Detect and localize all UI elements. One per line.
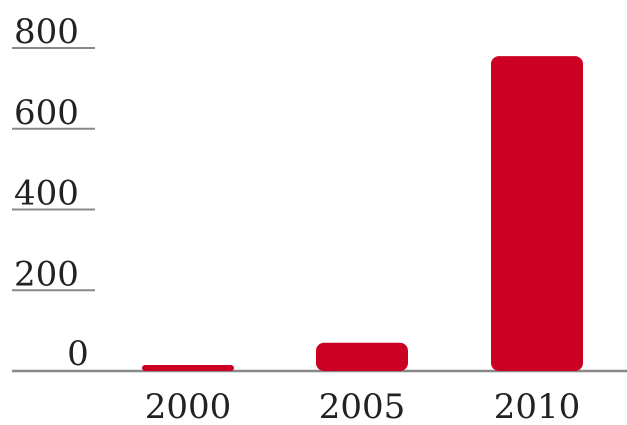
- bar-2005: [316, 342, 408, 371]
- x-tick-label-2005: 2005: [319, 387, 406, 425]
- y-tick-label-0: 0: [67, 334, 89, 374]
- bar-2000: [142, 364, 234, 371]
- bars: [142, 56, 583, 371]
- x-tick-label-2010: 2010: [494, 387, 581, 425]
- x-axis-labels: 2000 2005 2010: [145, 387, 581, 425]
- y-tick-label-600: 600: [14, 93, 79, 133]
- y-axis-ticks: 0 200 400 600 800: [12, 12, 95, 374]
- y-tick-label-200: 200: [14, 254, 79, 294]
- x-tick-label-2000: 2000: [145, 387, 232, 425]
- y-tick-label-400: 400: [14, 174, 79, 214]
- bar-2010: [491, 56, 583, 371]
- y-tick-label-800: 800: [14, 12, 79, 52]
